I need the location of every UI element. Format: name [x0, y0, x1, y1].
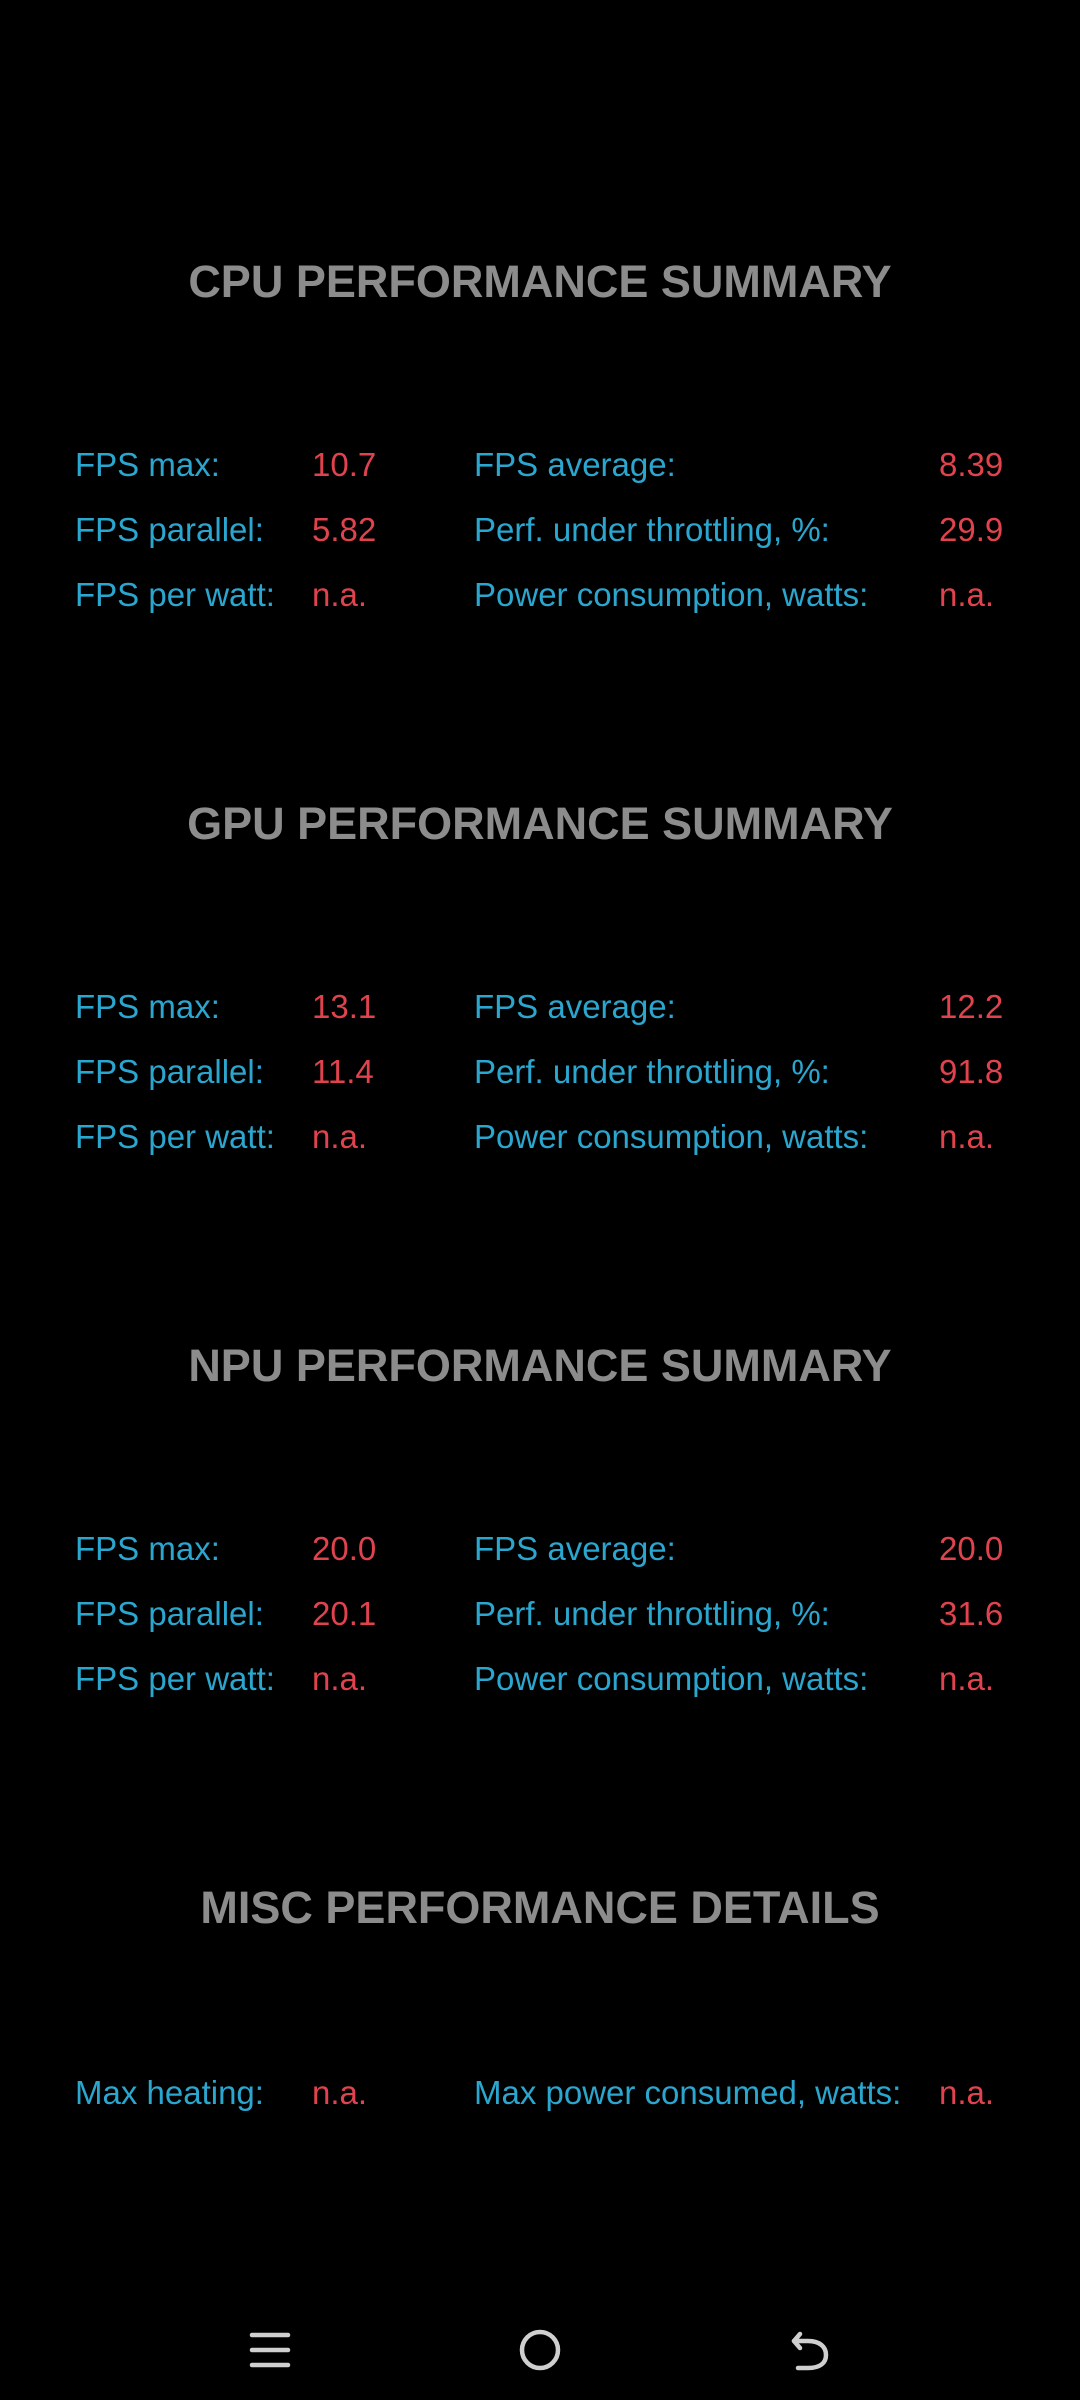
npu-section-title: NPU PERFORMANCE SUMMARY — [188, 1340, 892, 1391]
stat-label: Perf. under throttling, %: — [474, 511, 830, 548]
gpu-row-fps-max: FPS max: 13.1 FPS average: 12.2 — [0, 982, 1080, 1032]
home-icon — [519, 2329, 561, 2371]
stat-label: FPS average: — [474, 446, 676, 483]
npu-row-fps-per-watt: FPS per watt: n.a. Power consumption, wa… — [0, 1654, 1080, 1704]
menu-icon — [249, 2332, 291, 2368]
gpu-section-title: GPU PERFORMANCE SUMMARY — [187, 798, 893, 849]
stat-label: FPS per watt: — [75, 1118, 275, 1155]
stat-value: 13.1 — [312, 988, 377, 1025]
npu-row-fps-parallel: FPS parallel: 20.1 Perf. under throttlin… — [0, 1589, 1080, 1639]
stat-value: n.a. — [939, 1660, 995, 1697]
stat-label: FPS parallel: — [75, 1053, 264, 1090]
stat-value: n.a. — [939, 1118, 995, 1155]
cpu-row-fps-parallel: FPS parallel: 5.82 Perf. under throttlin… — [0, 505, 1080, 555]
stat-label: Perf. under throttling, %: — [474, 1053, 830, 1090]
recent-apps-button[interactable] — [230, 2314, 310, 2386]
stat-value: 20.1 — [312, 1595, 377, 1632]
gpu-row-fps-per-watt: FPS per watt: n.a. Power consumption, wa… — [0, 1112, 1080, 1162]
stat-label: FPS max: — [75, 1530, 220, 1567]
stat-value: n.a. — [312, 576, 368, 613]
stat-value: n.a. — [939, 2074, 995, 2111]
misc-section-title: MISC PERFORMANCE DETAILS — [200, 1882, 880, 1933]
stat-value: 31.6 — [939, 1595, 1004, 1632]
stat-value: n.a. — [312, 1660, 368, 1697]
back-icon — [791, 2331, 829, 2371]
stat-label: FPS parallel: — [75, 511, 264, 548]
stat-value: 8.39 — [939, 446, 1004, 483]
stat-label: FPS per watt: — [75, 576, 275, 613]
stat-label: FPS per watt: — [75, 1660, 275, 1697]
stat-label: Power consumption, watts: — [474, 1118, 869, 1155]
stat-value: n.a. — [939, 576, 995, 613]
gpu-row-fps-parallel: FPS parallel: 11.4 Perf. under throttlin… — [0, 1047, 1080, 1097]
stat-label: FPS parallel: — [75, 1595, 264, 1632]
back-button[interactable] — [770, 2314, 850, 2386]
stat-value: 20.0 — [312, 1530, 377, 1567]
stat-value: n.a. — [312, 1118, 368, 1155]
stat-label: FPS average: — [474, 988, 676, 1025]
home-button[interactable] — [500, 2314, 580, 2386]
stat-value: 12.2 — [939, 988, 1004, 1025]
cpu-section-title: CPU PERFORMANCE SUMMARY — [188, 256, 892, 307]
stat-label: FPS average: — [474, 1530, 676, 1567]
stat-value: 29.9 — [939, 511, 1004, 548]
stat-value: 91.8 — [939, 1053, 1004, 1090]
stat-label: Max heating: — [75, 2074, 264, 2111]
stat-label: Power consumption, watts: — [474, 1660, 869, 1697]
cpu-row-fps-per-watt: FPS per watt: n.a. Power consumption, wa… — [0, 570, 1080, 620]
stat-value: 5.82 — [312, 511, 377, 548]
stat-value: 20.0 — [939, 1530, 1004, 1567]
navigation-bar — [0, 2300, 1080, 2400]
misc-row-max-heating: Max heating: n.a. Max power consumed, wa… — [0, 2068, 1080, 2118]
stat-label: FPS max: — [75, 446, 220, 483]
stat-label: Power consumption, watts: — [474, 576, 869, 613]
stat-value: n.a. — [312, 2074, 368, 2111]
cpu-row-fps-max: FPS max: 10.7 FPS average: 8.39 — [0, 440, 1080, 490]
stat-label: Max power consumed, watts: — [474, 2074, 902, 2111]
npu-row-fps-max: FPS max: 20.0 FPS average: 20.0 — [0, 1524, 1080, 1574]
stat-label: FPS max: — [75, 988, 220, 1025]
stat-value: 11.4 — [312, 1053, 374, 1090]
stat-value: 10.7 — [312, 446, 377, 483]
stat-label: Perf. under throttling, %: — [474, 1595, 830, 1632]
